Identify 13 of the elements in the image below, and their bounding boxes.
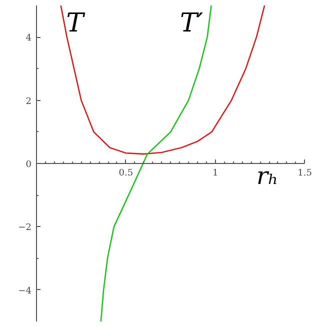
x-tick-label: 1.5 [298,168,312,178]
x-axis-title: rₕ [256,162,278,190]
y-tick-label: −2 [18,223,32,234]
y-tick-label: 2 [26,96,32,107]
line-series [100,6,212,322]
x-tick-label: 1 [212,168,218,178]
series-label: T′ [180,8,204,39]
line-series [60,6,266,155]
y-tick-label: 0 [26,160,32,170]
y-tick-label: 4 [26,34,32,44]
y-tick-label: −4 [18,286,32,296]
x-tick-label: 0.5 [118,168,134,178]
series-label: T [66,8,86,39]
